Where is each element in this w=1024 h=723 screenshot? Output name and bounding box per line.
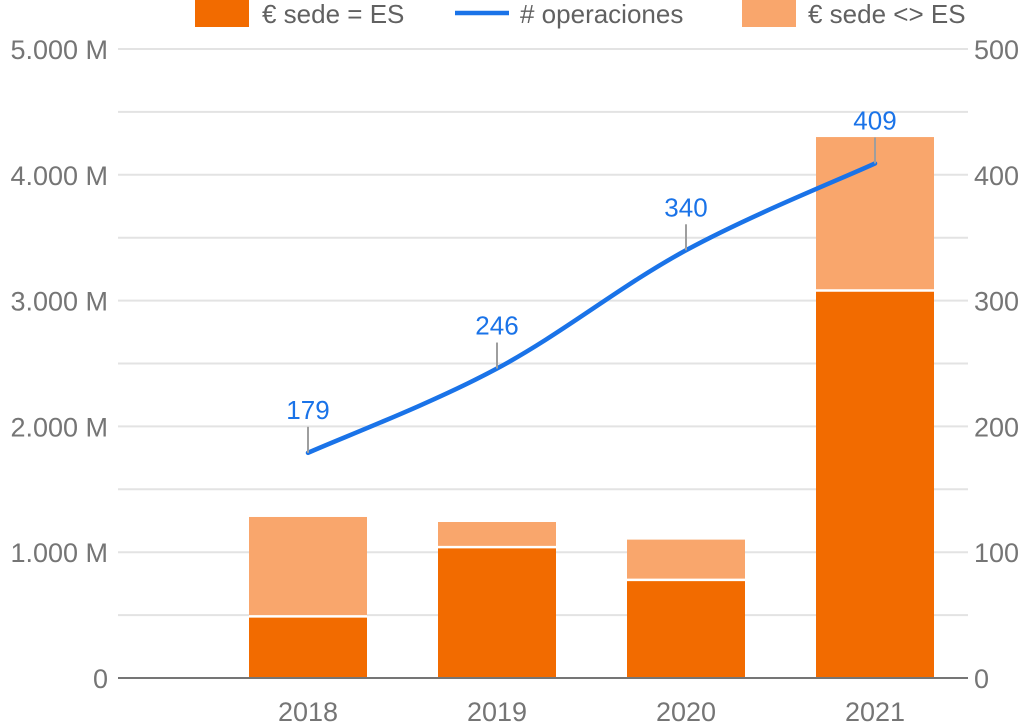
data-label-2021: 409 (853, 105, 896, 135)
right-tick-label: 400 (974, 161, 1019, 191)
data-label-2019: 246 (475, 311, 518, 341)
line-series: 179 246 340 409 (286, 105, 897, 456)
legend-label: € sede = ES (262, 0, 404, 29)
left-tick-label: 4.000 M (10, 161, 108, 191)
right-tick-label: 0 (974, 664, 989, 694)
left-tick-label: 1.000 M (10, 538, 108, 568)
right-tick-label: 200 (974, 412, 1019, 442)
left-tick-label: 3.000 M (10, 287, 108, 317)
data-label-2018: 179 (286, 395, 329, 425)
operaciones-line (305, 161, 878, 456)
right-tick-label: 300 (974, 287, 1019, 317)
bar-series (249, 137, 934, 678)
right-tick-label: 100 (974, 538, 1019, 568)
bar-2018-series-1 (249, 516, 367, 617)
x-tick-label: 2018 (278, 697, 338, 723)
legend-label: € sede <> ES (808, 0, 966, 29)
left-tick-label: 5.000 M (10, 35, 108, 65)
x-axis-ticks: 2018 2019 2020 2021 (278, 697, 905, 723)
bar-2019-series-1 (438, 522, 556, 548)
legend: € sede = ES # operaciones € sede <> ES (195, 0, 966, 29)
x-tick-label: 2021 (845, 697, 905, 723)
x-tick-label: 2020 (656, 697, 716, 723)
bar-2019-series-0 (438, 547, 556, 678)
legend-swatch (742, 0, 796, 27)
legend-swatch (195, 0, 249, 27)
data-label-2020: 340 (664, 192, 707, 222)
right-axis-ticks: 0 100 200 300 400 500 (974, 35, 1019, 694)
right-tick-label: 500 (974, 35, 1019, 65)
left-tick-label: 2.000 M (10, 412, 108, 442)
x-tick-label: 2019 (467, 697, 527, 723)
legend-label: # operaciones (520, 0, 683, 29)
bar-2020-series-1 (627, 539, 745, 580)
bar-2021-series-0 (816, 290, 934, 678)
bar-2018-series-0 (249, 616, 367, 678)
bar-2020-series-0 (627, 579, 745, 678)
left-tick-label: 0 (93, 664, 108, 694)
left-axis-ticks: 0 1.000 M 2.000 M 3.000 M 4.000 M 5.000 M (10, 35, 108, 694)
